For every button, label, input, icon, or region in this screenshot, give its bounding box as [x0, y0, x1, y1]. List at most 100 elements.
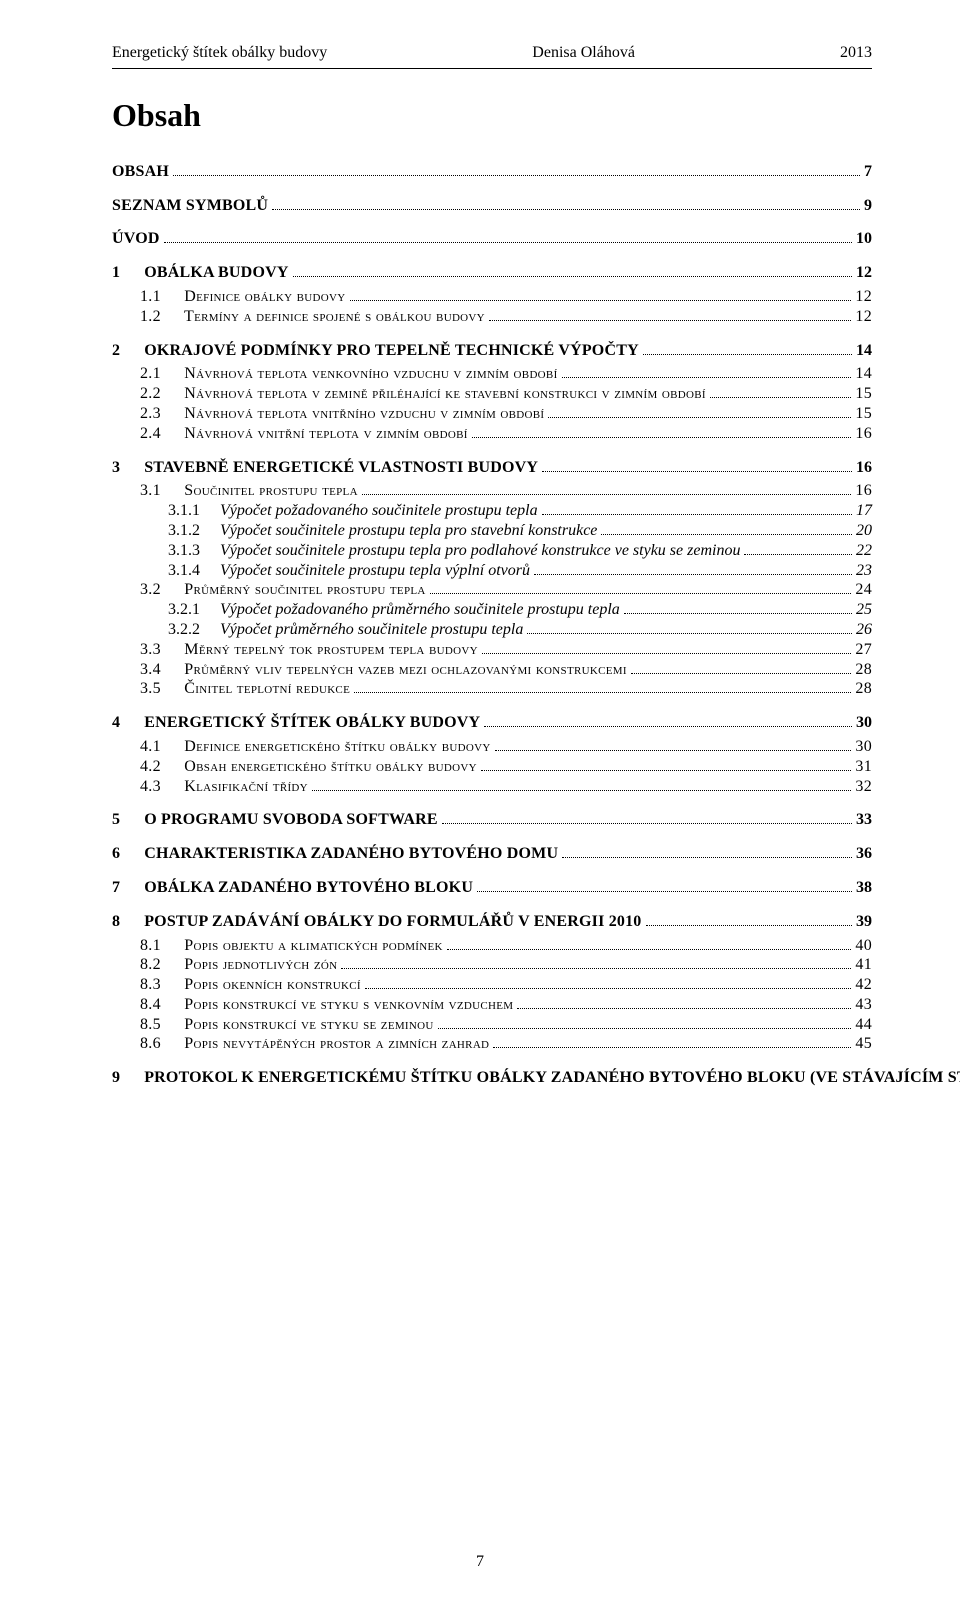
toc-entry: 4.1 Definice energetického štítku obálky…	[140, 737, 872, 755]
toc-entry: 6 CHARAKTERISTIKA ZADANÉHO BYTOVÉHO DOMU…	[112, 844, 872, 862]
toc-leader-dots	[548, 404, 851, 418]
toc-leader-dots	[481, 757, 852, 771]
toc-entry: 3.2.2 Výpočet průměrného součinitele pro…	[168, 620, 872, 638]
toc-entry-label: 3.1.4 Výpočet součinitele prostupu tepla…	[168, 563, 530, 579]
toc-entry-page: 41	[855, 957, 872, 973]
toc-entry: 4 ENERGETICKÝ ŠTÍTEK OBÁLKY BUDOVY 30	[112, 713, 872, 731]
toc-entry: 8.1 Popis objektu a klimatických podmíne…	[140, 936, 872, 954]
toc-entry-page: 16	[855, 426, 872, 442]
page-header: Energetický štítek obálky budovy Denisa …	[112, 44, 872, 62]
table-of-contents: OBSAH 7 SEZNAM SYMBOLŮ9 ÚVOD 10 1 OBÁLKA BUDO…	[112, 162, 872, 1086]
toc-entry-label: 5 O PROGRAMU SVOBODA SOFTWARE	[112, 812, 438, 828]
header-center: Denisa Oláhová	[532, 44, 635, 62]
toc-entry-label: 4 ENERGETICKÝ ŠTÍTEK OBÁLKY BUDOVY	[112, 715, 480, 731]
toc-leader-dots	[624, 600, 852, 614]
toc-entry-label: 1.1 Definice obálky budovy	[140, 289, 346, 305]
toc-leader-dots	[354, 680, 851, 694]
toc-leader-dots	[477, 878, 852, 892]
toc-entry-page: 44	[855, 1017, 872, 1033]
toc-entry-page: 23	[856, 563, 872, 579]
toc-entry: 8.6 Popis nevytápěných prostor a zimních…	[140, 1035, 872, 1053]
page: Energetický štítek obálky budovy Denisa …	[0, 0, 960, 1601]
header-rule	[112, 68, 872, 69]
toc-entry-label: 2.3 Návrhová teplota vnitřního vzduchu v…	[140, 406, 544, 422]
toc-leader-dots	[312, 777, 851, 791]
toc-leader-dots	[631, 660, 852, 674]
toc-entry: 2.3 Návrhová teplota vnitřního vzduchu v…	[140, 404, 872, 422]
toc-entry-page: 45	[855, 1036, 872, 1052]
header-left: Energetický štítek obálky budovy	[112, 44, 327, 62]
toc-entry: 1.2 Termíny a definice spojené s obálkou…	[140, 307, 872, 325]
toc-title: Obsah	[112, 97, 872, 134]
toc-entry-label: 2.2 Návrhová teplota v zemině přiléhajíc…	[140, 386, 706, 402]
toc-entry-label: 8.3 Popis okenních konstrukcí	[140, 977, 361, 993]
toc-entry-label: 3.5 Činitel teplotní redukce	[140, 681, 350, 697]
toc-leader-dots	[646, 912, 852, 926]
toc-entry-page: 30	[856, 715, 872, 731]
toc-entry: 3.1.2 Výpočet součinitele prostupu tepla…	[168, 521, 872, 539]
toc-entry-page: 7	[864, 164, 872, 180]
toc-leader-dots	[442, 811, 852, 825]
toc-entry: 3.1.3 Výpočet součinitele prostupu tepla…	[168, 541, 872, 559]
toc-leader-dots	[362, 482, 852, 496]
toc-entry-label: ÚVOD	[112, 231, 160, 247]
toc-entry-label: 3.1.1 Výpočet požadovaného součinitele p…	[168, 503, 538, 519]
toc-entry-page: 10	[856, 231, 872, 247]
toc-entry-label: 3.4 Průměrný vliv tepelných vazeb mezi o…	[140, 662, 627, 678]
toc-entry: 3.3 Měrný tepelný tok prostupem tepla bu…	[140, 640, 872, 658]
toc-leader-dots	[495, 737, 852, 751]
toc-entry-page: 28	[855, 681, 872, 697]
toc-entry-label: 1.2 Termíny a definice spojené s obálkou…	[140, 309, 485, 325]
toc-entry-page: 43	[855, 997, 872, 1013]
toc-entry-label: 8.2 Popis jednotlivých zón	[140, 957, 337, 973]
toc-entry: 2 OKRAJOVÉ PODMÍNKY PRO TEPELNĚ TECHNICK…	[112, 341, 872, 359]
toc-entry-page: 24	[855, 582, 872, 598]
toc-entry-label: 6 CHARAKTERISTIKA ZADANÉHO BYTOVÉHO DOMU	[112, 846, 558, 862]
toc-leader-dots	[643, 341, 852, 355]
toc-entry-page: 16	[856, 460, 872, 476]
toc-leader-dots	[293, 263, 852, 277]
toc-entry-page: 12	[855, 289, 872, 305]
toc-entry: SEZNAM SYMBOLŮ9	[112, 196, 872, 214]
toc-leader-dots	[365, 975, 852, 989]
toc-entry-label: 2 OKRAJOVÉ PODMÍNKY PRO TEPELNĚ TECHNICK…	[112, 343, 639, 359]
toc-leader-dots	[562, 844, 852, 858]
toc-entry-page: 14	[856, 343, 872, 359]
toc-leader-dots	[710, 384, 852, 398]
toc-entry: OBSAH 7	[112, 162, 872, 180]
toc-leader-dots	[272, 196, 860, 210]
toc-entry-page: 27	[855, 642, 872, 658]
toc-entry-page: 40	[855, 938, 872, 954]
toc-entry: 3.1.1 Výpočet požadovaného součinitele p…	[168, 501, 872, 519]
toc-entry-label: OBSAH	[112, 164, 169, 180]
toc-entry-label: 1 OBÁLKA BUDOVY	[112, 265, 289, 281]
toc-entry-page: 16	[855, 483, 872, 499]
toc-entry-page: 30	[855, 739, 872, 755]
toc-leader-dots	[447, 936, 852, 950]
toc-leader-dots	[173, 162, 860, 176]
toc-entry-page: 32	[855, 779, 872, 795]
toc-leader-dots	[534, 561, 852, 575]
toc-entry-label: 3.3 Měrný tepelný tok prostupem tepla bu…	[140, 642, 478, 658]
toc-leader-dots	[601, 521, 852, 535]
toc-entry: 8.2 Popis jednotlivých zón 41	[140, 956, 872, 974]
toc-entry-label: 3.1.3 Výpočet součinitele prostupu tepla…	[168, 543, 740, 559]
toc-entry: 2.4 Návrhová vnitřní teplota v zimním ob…	[140, 424, 872, 442]
toc-leader-dots	[489, 307, 851, 321]
toc-entry-label: 3.2.2 Výpočet průměrného součinitele pro…	[168, 622, 523, 638]
toc-entry: 1 OBÁLKA BUDOVY 12	[112, 263, 872, 281]
toc-entry-page: 12	[856, 265, 872, 281]
toc-entry-label: 7 OBÁLKA ZADANÉHO BYTOVÉHO BLOKU	[112, 880, 473, 896]
toc-entry: 3.2.1 Výpočet požadovaného průměrného so…	[168, 600, 872, 618]
toc-leader-dots	[493, 1035, 851, 1049]
toc-entry-label: 3.2 Průměrný součinitel prostupu tepla	[140, 582, 426, 598]
toc-entry-label: 4.3 Klasifikační třídy	[140, 779, 308, 795]
toc-entry-page: 22	[856, 543, 872, 559]
toc-leader-dots	[517, 995, 851, 1009]
toc-entry-page: 38	[856, 880, 872, 896]
toc-entry-label: 3.1 Součinitel prostupu tepla	[140, 483, 358, 499]
toc-leader-dots	[527, 620, 852, 634]
toc-entry-page: 28	[855, 662, 872, 678]
toc-entry: 8.4 Popis konstrukcí ve styku s venkovní…	[140, 995, 872, 1013]
toc-leader-dots	[542, 458, 852, 472]
